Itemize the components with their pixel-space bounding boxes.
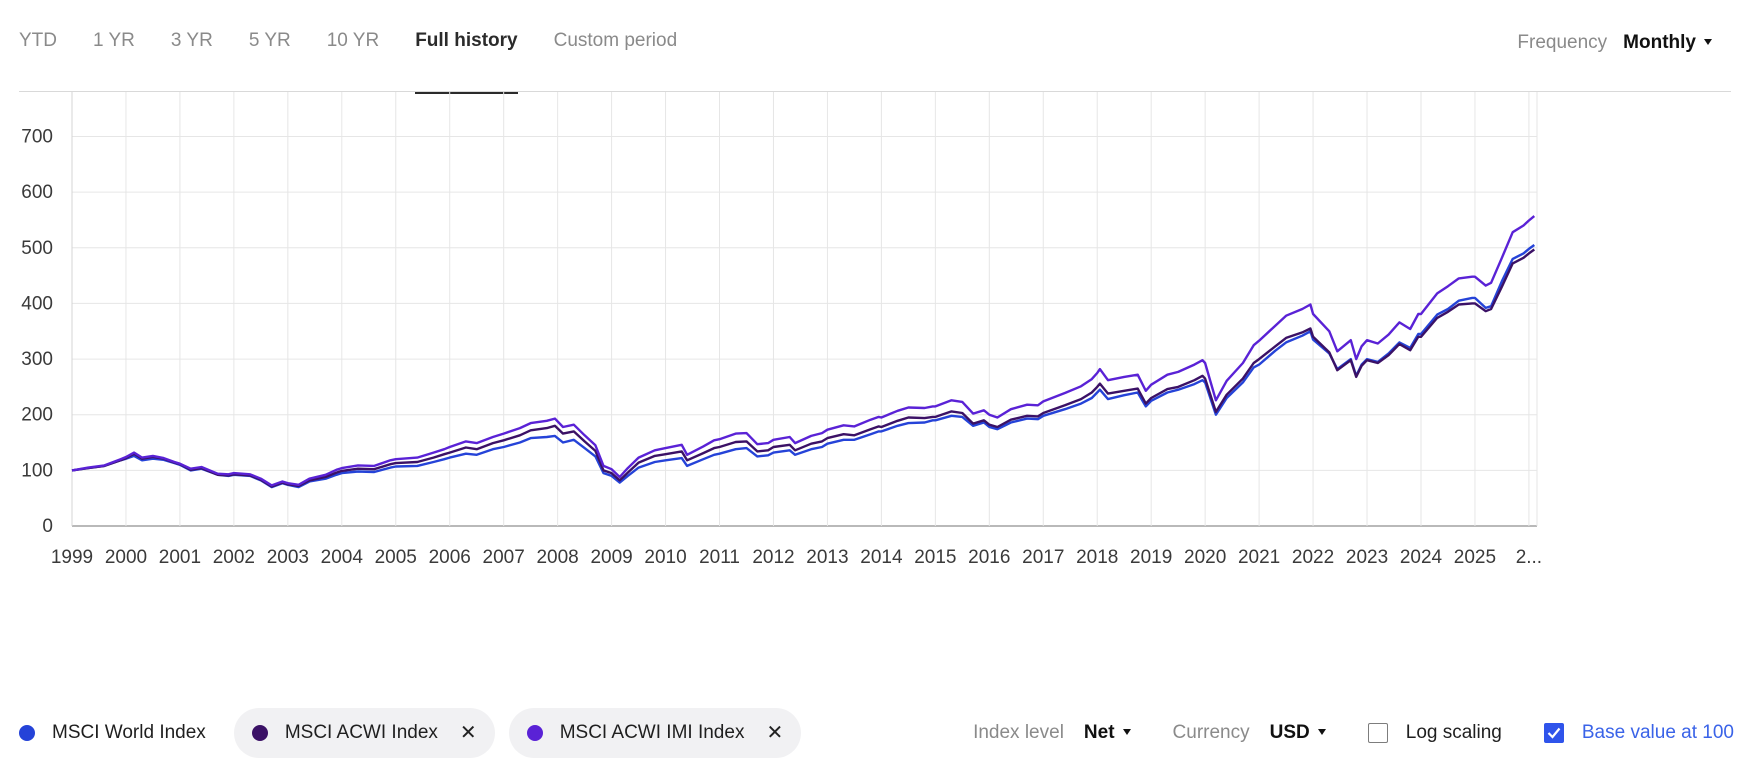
x-tick-label: 2013 — [806, 547, 848, 568]
x-tick-label: 2024 — [1400, 547, 1443, 568]
legend-item[interactable]: MSCI ACWI IMI Index ✕ — [508, 708, 802, 758]
x-tick-label: 2020 — [1184, 547, 1226, 568]
y-tick-label: 300 — [21, 349, 53, 370]
base-value-checkbox[interactable] — [1543, 723, 1564, 743]
legend-label: MSCI ACWI IMI Index — [559, 722, 745, 743]
currency-dropdown[interactable]: USD — [1270, 722, 1326, 744]
caret-down-icon — [1317, 729, 1326, 735]
caret-down-icon — [1122, 729, 1131, 735]
tab-10-yr[interactable]: 10 YR — [326, 30, 380, 51]
x-tick-label: 2003 — [267, 547, 309, 568]
x-tick-label: 2001 — [159, 547, 201, 568]
log-scaling-checkbox[interactable] — [1367, 723, 1388, 743]
x-tick-label: 2009 — [590, 547, 632, 568]
x-tick-label: 2008 — [536, 547, 578, 568]
x-tick-label: 2000 — [105, 547, 147, 568]
series-line-msci-acwi-index — [71, 248, 1536, 488]
series-color-dot — [251, 725, 268, 741]
x-tick-label: 2011 — [699, 547, 740, 568]
series-color-dot — [526, 725, 543, 741]
x-tick-label: 2014 — [860, 547, 903, 568]
y-tick-label: 0 — [42, 516, 53, 537]
period-tabs: YTD 1 YR 3 YR 5 YR 10 YR Full history Custom p… — [19, 0, 713, 94]
legend-item[interactable]: MSCI ACWI Index ✕ — [233, 708, 495, 758]
legend-label: MSCI ACWI Index — [284, 722, 438, 743]
x-tick-label: 2025 — [1454, 547, 1496, 568]
legend-label: MSCI World Index — [52, 722, 206, 743]
log-scaling-label: Log scaling — [1405, 722, 1502, 743]
tab-1-yr[interactable]: 1 YR — [93, 30, 135, 51]
x-tick-label: 2002 — [213, 547, 255, 568]
base-value-label: Base value at 100 — [1581, 722, 1734, 743]
x-tick-label: 2006 — [429, 547, 471, 568]
legend-item[interactable]: MSCI World Index — [0, 708, 220, 758]
y-tick-label: 600 — [21, 182, 53, 203]
y-tick-label: 700 — [21, 127, 53, 148]
currency-label: Currency — [1172, 722, 1250, 743]
x-tick-label: 2010 — [644, 547, 686, 568]
x-tick-label: 2019 — [1130, 547, 1172, 568]
base-value-control: Base value at 100 — [1543, 722, 1734, 744]
remove-series-icon[interactable]: ✕ — [766, 722, 784, 744]
remove-series-icon[interactable]: ✕ — [459, 722, 477, 744]
y-tick-label: 200 — [21, 405, 53, 426]
x-tick-label: 2005 — [375, 547, 417, 568]
x-tick-label: 2021 — [1238, 547, 1280, 568]
index-level-value: Net — [1083, 722, 1115, 743]
series-color-dot — [19, 725, 35, 741]
tab-3-yr[interactable]: 3 YR — [170, 30, 213, 51]
tabs-divider — [19, 91, 1731, 92]
frequency-dropdown[interactable]: Monthly — [1623, 32, 1712, 54]
series-line-msci-acwi-imi-index — [71, 215, 1536, 487]
y-tick-label: 500 — [21, 238, 53, 259]
x-tick-label: 2016 — [968, 547, 1010, 568]
x-tick-label: 2023 — [1346, 547, 1388, 568]
x-tick-label: 2007 — [483, 547, 525, 568]
checkmark-icon — [1547, 727, 1561, 739]
log-scaling-control: Log scaling — [1367, 722, 1502, 744]
caret-down-icon — [1704, 39, 1712, 45]
index-level-dropdown[interactable]: Net — [1084, 722, 1131, 744]
frequency-control: Frequency Monthly — [1517, 32, 1712, 54]
x-tick-label: 2004 — [321, 547, 364, 568]
tab-5-yr[interactable]: 5 YR — [248, 30, 291, 51]
x-tick-label: 2022 — [1292, 547, 1334, 568]
x-tick-label: 2012 — [752, 547, 794, 568]
frequency-label: Frequency — [1517, 32, 1608, 53]
index-level-control: Index level Net — [973, 722, 1131, 744]
x-tick-label: 2017 — [1022, 547, 1064, 568]
x-tick-label: 2018 — [1076, 547, 1118, 568]
x-tick-label: 2... — [1516, 547, 1542, 568]
line-chart: 0 100 200 300 400 500 600 700 1999 2000 2001 2002 20… — [21, 92, 1542, 568]
currency-value: USD — [1269, 722, 1310, 743]
chart-controls: Index level Net Currency USD Log scaling… — [931, 708, 1734, 758]
index-level-label: Index level — [973, 722, 1064, 743]
y-tick-label: 100 — [21, 460, 53, 481]
y-tick-label: 400 — [21, 293, 53, 314]
tab-ytd[interactable]: YTD — [19, 30, 57, 51]
x-tick-label: 1999 — [51, 547, 93, 568]
tab-full-history[interactable]: Full history — [415, 0, 518, 94]
legend: MSCI World Index MSCI ACWI Index ✕ MSCI ACW… — [0, 708, 815, 758]
x-tick-label: 2015 — [914, 547, 956, 568]
currency-control: Currency USD — [1173, 722, 1326, 744]
frequency-value: Monthly — [1623, 32, 1696, 53]
tab-custom-period[interactable]: Custom period — [553, 30, 678, 51]
series-line-msci-world-index — [71, 244, 1536, 489]
